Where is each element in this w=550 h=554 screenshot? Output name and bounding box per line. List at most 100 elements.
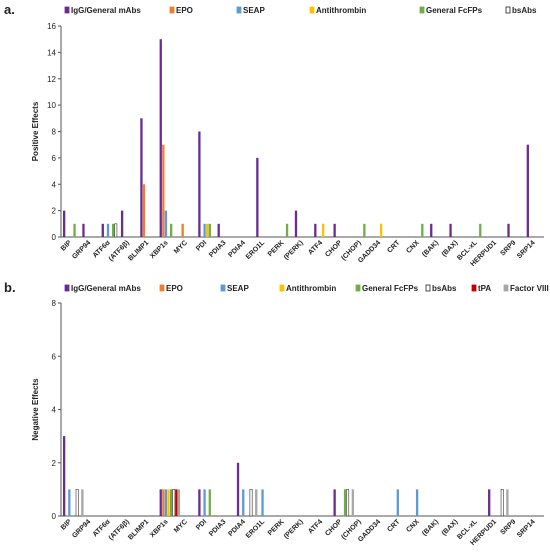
panel-b-x-tick-label: MYC — [173, 518, 189, 534]
panel-a-bar-atf6-general-fcfps — [112, 223, 115, 237]
panel-a-bar-chop-igg-general-mabs — [333, 223, 336, 237]
panel-b-bar-herpud1-bsabs — [500, 489, 504, 517]
panel-b-legend-swatch-general-fcfps — [355, 284, 361, 292]
panel-b-x-tick-label: GRP94 — [71, 518, 92, 539]
panel-a-y-tick-label: 14 — [47, 48, 56, 57]
panel-b-legend-label-bsabs: bsAbs — [432, 284, 457, 293]
panel-a-bar-gadd34-antithrombin — [379, 223, 383, 237]
panel-b-x-tick-label: (BAK) — [421, 518, 440, 537]
panel-b-x-tick-label: PDI — [195, 518, 208, 531]
panel-b-bar-pdi-general-fcfps — [208, 489, 211, 516]
panel-a-x-tick-label: ERO1L — [245, 239, 267, 261]
panel-b-bar-pdi-seap — [203, 489, 206, 516]
panel-a-y-tick-label: 6 — [52, 154, 57, 163]
panel-a-x-tick-label: (BAK) — [421, 239, 440, 258]
panel-b-x-tick-label: CRT — [386, 518, 402, 534]
panel-a-x-tick-label: BLIMP1 — [127, 239, 150, 262]
panel-a-bar-pdi-general-fcfps — [208, 223, 211, 237]
panel-a-bar-perk-general-fcfps — [285, 223, 289, 237]
panel-b-x-tick-label: XBP1s — [149, 518, 170, 539]
panel-a-legend-swatch-igg-general-mabs — [64, 6, 70, 14]
panel-a-bar-atf4-antithrombin — [321, 223, 325, 237]
panel-b-y-axis-title: Negative Effects — [31, 378, 40, 441]
panel-b-legend-swatch-seap — [220, 284, 226, 292]
panel-a-bar-srp14-igg-general-mabs — [526, 144, 529, 237]
panel-b-bar-cnx-seap — [415, 489, 419, 516]
panel-b-legend-swatch-antithrombin — [279, 284, 285, 292]
panel-a-x-tick-label: MYC — [173, 239, 189, 255]
chart-panel-b: b. IgG/General mAbs EPO SEAP Antithrombin Gen… — [4, 280, 549, 547]
panel-a-bar-xbp1s-seap — [164, 210, 168, 237]
panel-b-bar-xbp1s-epo — [162, 489, 165, 516]
panel-b-legend-label-igg-general-mabs: IgG/General mAbs — [71, 284, 141, 293]
panel-a-bar-perk-igg-general-mabs — [294, 210, 298, 237]
panel-b-bar-xbp1s-antithrombin — [167, 489, 170, 516]
panel-a-bar-bip-igg-general-mabs — [63, 210, 66, 237]
panel-a-y-tick-label: 2 — [52, 207, 57, 216]
panel-b-bar-bip-igg-general-mabs — [63, 436, 66, 516]
panel-b-legend-label-tpa: tPA — [478, 284, 491, 293]
chart-panel-a: a. IgG/General mAbs EPO SEAP Antithrombin Gen… — [4, 2, 544, 268]
panel-a-y-tick-label: 4 — [52, 180, 57, 189]
panel-b-bar-ero1l-seap — [261, 489, 264, 516]
panel-a-bar-xbp1s-epo — [162, 144, 165, 237]
panel-a-bar-chop-general-fcfps — [363, 223, 366, 237]
panel-a-x-tick-label: SRP9 — [500, 239, 518, 257]
panel-b-bar-bip-bsabs — [75, 489, 79, 517]
panel-b-bar-xbp1s-igg-general-mabs — [159, 489, 162, 516]
panel-a-bar-pdia3-igg-general-mabs — [217, 223, 220, 237]
panel-a-y-tick-label: 16 — [47, 22, 56, 31]
panel-a-x-tick-label: ATF4 — [307, 239, 324, 256]
panel-b-bar-bip-seap — [68, 489, 71, 516]
panel-a-bar-srp9-igg-general-mabs — [507, 223, 510, 237]
panel-b-bar-xbp1s-factor-viii — [177, 489, 181, 516]
panel-b-legend-swatch-igg-general-mabs — [64, 284, 70, 292]
panel-a-bar-xbp1s-general-fcfps — [170, 223, 173, 237]
panel-a-bar-cnx-general-fcfps — [421, 223, 424, 237]
panel-b-legend-label-epo: EPO — [166, 284, 183, 293]
panel-a-legend-swatch-seap — [236, 6, 242, 14]
panel-a-legend-label-antithrombin: Antithrombin — [316, 6, 366, 15]
panel-a-legend-swatch-bsabs — [505, 6, 511, 14]
panel-b-legend-swatch-factor-viii — [503, 284, 509, 292]
panel-a-legend-label-general-fcfps: General FcFPs — [426, 6, 483, 15]
panel-a-bar-blimp1-epo — [142, 184, 146, 237]
panel-a-y-tick-label: 0 — [52, 233, 57, 242]
panel-a-bar-atf6-igg-general-mabs — [101, 223, 104, 237]
panel-b-y-tick-label: 4 — [52, 406, 57, 415]
panel-b-y-tick-label: 0 — [52, 512, 57, 521]
panel-a-bar-blimp1-igg-general-mabs — [140, 118, 143, 237]
panel-a-x-tick-label: XBP1s — [149, 239, 170, 260]
panel-a-x-tick-label: GRP94 — [71, 239, 92, 260]
panel-b-bar-chop-general-fcfps — [343, 489, 347, 516]
panel-a-x-tick-label: PDI — [195, 239, 208, 252]
panel-b-bar-pdia4-factor-viii — [255, 489, 258, 516]
panel-a-bar-xbp1s-igg-general-mabs — [159, 39, 162, 237]
panel-b-y-tick-label: 2 — [52, 459, 57, 468]
panel-b-bar-herpud1-factor-viii — [506, 489, 509, 516]
panel-b-bar-xbp1s-tpa — [175, 489, 178, 516]
panel-b-bar-herpud1-igg-general-mabs — [488, 489, 491, 516]
panel-a-legend-label-igg-general-mabs: IgG/General mAbs — [71, 6, 141, 15]
panel-a-y-tick-label: 10 — [47, 101, 56, 110]
panel-a-bar-atf6-igg-general-mabs — [120, 210, 124, 237]
panel-a-bar-bip-general-fcfps — [73, 223, 76, 237]
panel-a-bar-myc-epo — [181, 223, 184, 237]
panel-a-legend-label-seap: SEAP — [243, 6, 265, 15]
panel-b-x-tick-label: ATF4 — [307, 518, 324, 535]
panel-a-bar-pdi-antithrombin — [206, 223, 209, 237]
panel-b-x-tick-label: CNX — [405, 518, 421, 534]
panel-a-bar-bak-igg-general-mabs — [430, 223, 433, 237]
panel-b-x-tick-label: SRP9 — [500, 518, 518, 536]
panel-b-bar-pdia4-bsabs — [249, 489, 253, 517]
panel-b-legend-swatch-tpa — [471, 284, 477, 292]
panel-b-bar-chop-igg-general-mabs — [333, 489, 336, 516]
panel-a-bar-bax-igg-general-mabs — [449, 223, 452, 237]
panel-b-legend-label-general-fcfps: General FcFPs — [362, 284, 419, 293]
panel-a-legend-swatch-general-fcfps — [419, 6, 425, 14]
panel-b-legend-swatch-bsabs — [425, 284, 431, 292]
panel-a-legend-label-epo: EPO — [176, 6, 193, 15]
panel-b-x-tick-label: PDIA3 — [208, 518, 228, 538]
panel-b-bar-xbp1s-seap — [164, 489, 168, 516]
